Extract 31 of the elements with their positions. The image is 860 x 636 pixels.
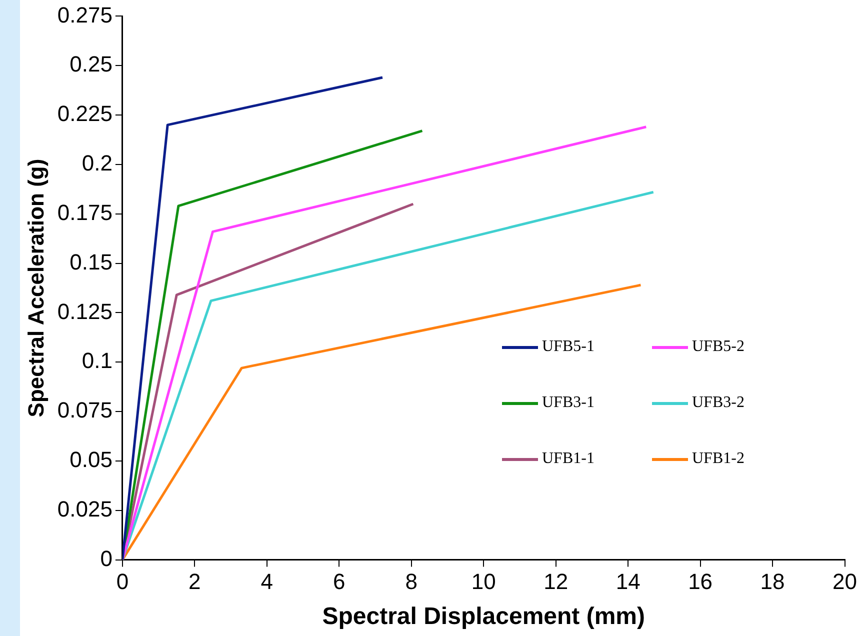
y-tick-label: 0.275 (57, 2, 112, 28)
y-axis-title: Spectral Acceleration (g) (23, 158, 48, 418)
x-tick-label: 16 (688, 569, 713, 594)
legend-label: UFB3-1 (542, 394, 594, 412)
legend-label: UFB1-2 (692, 450, 744, 468)
x-tick-label: 12 (544, 569, 568, 594)
x-tick-label: 8 (405, 569, 418, 594)
y-tick-label: 0.15 (70, 249, 112, 274)
legend-label: UFB5-2 (692, 338, 744, 356)
y-tick-label: 0.125 (57, 298, 112, 324)
x-tick-label: 10 (471, 569, 496, 594)
x-tick-label: 2 (188, 569, 201, 594)
y-tick-label: 0.05 (70, 447, 112, 472)
x-tick-label: 0 (116, 569, 129, 594)
x-tick-label: 20 (832, 569, 858, 594)
y-tick-label: 0.225 (57, 101, 112, 126)
y-tick-label: 0 (100, 546, 112, 571)
y-tick-label: 0.175 (57, 200, 112, 225)
legend-label: UFB1-1 (542, 450, 594, 468)
y-tick-label: 0.25 (70, 52, 112, 77)
x-tick-label: 18 (760, 569, 785, 594)
legend-label: UFB3-2 (692, 394, 744, 412)
legend-label: UFB5-1 (542, 338, 594, 356)
x-tick-label: 4 (260, 569, 274, 594)
y-tick-label: 0.025 (57, 496, 112, 522)
x-tick-label: 14 (616, 569, 640, 594)
y-tick-label: 0.1 (82, 348, 112, 374)
y-tick-label: 0.075 (57, 398, 112, 423)
y-tick-label: 0.2 (82, 150, 112, 176)
x-tick-label: 6 (333, 569, 346, 594)
x-axis-title: Spectral Displacement (mm) (322, 603, 645, 630)
